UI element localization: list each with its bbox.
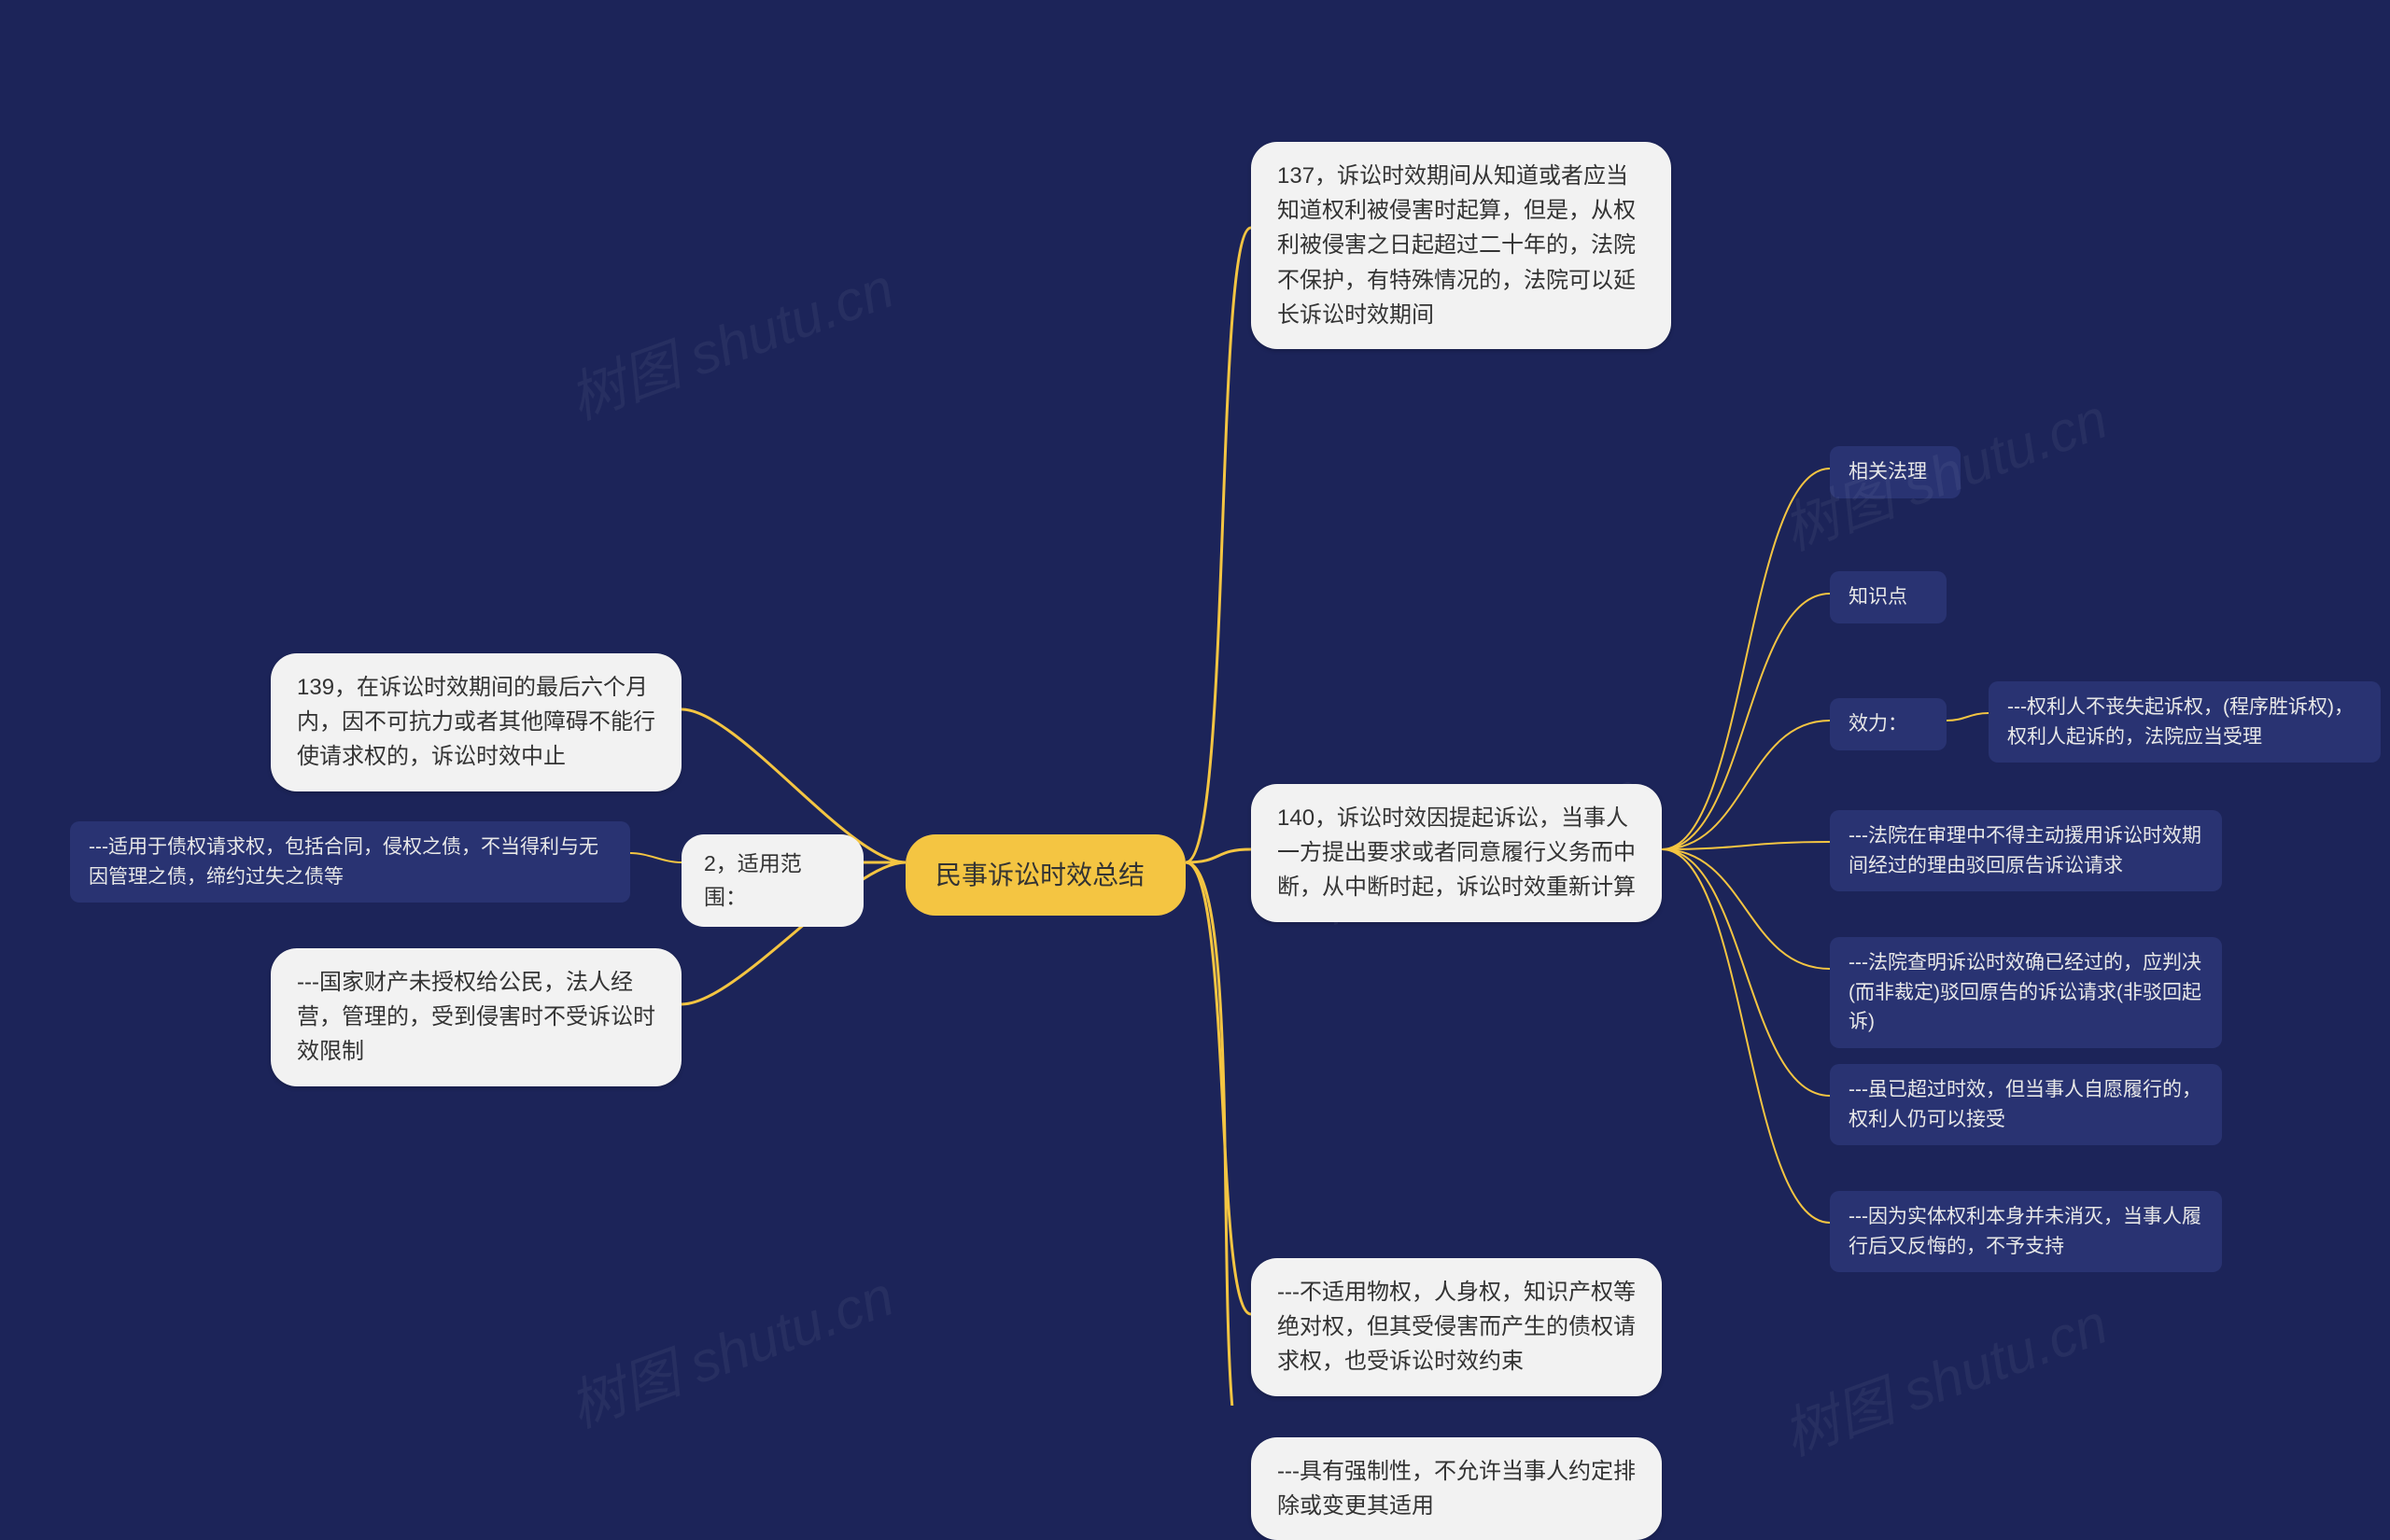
mindmap-node-r2e: ---法院查明诉讼时效确已经过的，应判决(而非裁定)驳回原告的诉讼请求(非驳回起… [1830,937,2222,1048]
mindmap-root: 民事诉讼时效总结 [906,834,1186,916]
connector-line [1662,849,1830,1223]
mindmap-node-label: 2，适用范围： [704,851,802,909]
mindmap-node-r2a: 相关法理 [1830,446,1961,498]
connector-line [1662,469,1830,849]
connector-line [1186,849,1251,862]
mindmap-node-label: 137，诉讼时效期间从知道或者应当知道权利被侵害时起算，但是，从权利被侵害之日起… [1277,163,1636,328]
mindmap-node-label: ---国家财产未授权给公民，法人经营，管理的，受到侵害时不受诉讼时效限制 [297,970,655,1064]
connector-line [1662,594,1830,849]
mindmap-node-label: 知识点 [1849,586,1907,608]
mindmap-node-label: ---法院在审理中不得主动援用诉讼时效期间经过的理由驳回原告诉讼请求 [1849,825,2201,876]
mindmap-node-r2g: ---因为实体权利本身并未消灭，当事人履行后又反悔的，不予支持 [1830,1191,2222,1272]
connector-line [1662,849,1830,969]
connector-line [1186,862,1251,1406]
mindmap-node-r2b: 知识点 [1830,571,1947,623]
mindmap-node-label: ---具有强制性，不允许当事人约定排除或变更其适用 [1277,1459,1636,1519]
watermark: 树图 shutu.cn [556,243,903,435]
connector-line [1186,862,1251,1314]
watermark: 树图 shutu.cn [1770,1279,2116,1471]
mindmap-node-label: ---虽已超过时效，但当事人自愿履行的，权利人仍可以接受 [1849,1079,2201,1130]
connector-line [630,853,682,862]
mindmap-node-r2c: 效力： [1830,698,1947,750]
mindmap-node-r2d: ---法院在审理中不得主动援用诉讼时效期间经过的理由驳回原告诉讼请求 [1830,810,2222,891]
connector-line [1947,713,1989,721]
mindmap-node-label: 相关法理 [1849,461,1927,483]
mindmap-node-r2: 140，诉讼时效因提起诉讼，当事人一方提出要求或者同意履行义务而中断，从中断时起… [1251,784,1662,922]
connector-line [1662,842,1830,849]
mindmap-node-label: ---适用于债权请求权，包括合同，侵权之债，不当得利与无因管理之债，缔约过失之债… [89,836,598,888]
connector-line [1662,721,1830,849]
mindmap-node-r3: ---不适用物权，人身权，知识产权等绝对权，但其受侵害而产生的债权请求权，也受诉… [1251,1258,1662,1396]
mindmap-node-label: ---法院查明诉讼时效确已经过的，应判决(而非裁定)驳回原告的诉讼请求(非驳回起… [1849,952,2201,1032]
mindmap-node-l1: 139，在诉讼时效期间的最后六个月内，因不可抗力或者其他障碍不能行使请求权的，诉… [271,653,682,791]
mindmap-node-l3: ---国家财产未授权给公民，法人经营，管理的，受到侵害时不受诉讼时效限制 [271,948,682,1086]
mindmap-node-r2f: ---虽已超过时效，但当事人自愿履行的，权利人仍可以接受 [1830,1064,2222,1145]
mindmap-node-r1: 137，诉讼时效期间从知道或者应当知道权利被侵害时起算，但是，从权利被侵害之日起… [1251,142,1671,349]
mindmap-node-label: 效力： [1849,713,1907,735]
mindmap-node-label: ---权利人不丧失起诉权，(程序胜诉权)，权利人起诉的，法院应当受理 [2007,696,2354,748]
watermark: 树图 shutu.cn [556,1251,903,1443]
connector-line [1186,228,1251,862]
mindmap-node-label: 140，诉讼时效因提起诉讼，当事人一方提出要求或者同意履行义务而中断，从中断时起… [1277,805,1636,900]
connector-line [1662,849,1830,1096]
mindmap-node-label: ---因为实体权利本身并未消灭，当事人履行后又反悔的，不予支持 [1849,1206,2201,1257]
mindmap-node-l2a: ---适用于债权请求权，包括合同，侵权之债，不当得利与无因管理之债，缔约过失之债… [70,821,630,903]
mindmap-node-l2: 2，适用范围： [682,834,864,927]
mindmap-root-label: 民事诉讼时效总结 [935,861,1145,889]
mindmap-node-r4: ---具有强制性，不允许当事人约定排除或变更其适用 [1251,1437,1662,1540]
mindmap-node-r2c1: ---权利人不丧失起诉权，(程序胜诉权)，权利人起诉的，法院应当受理 [1989,681,2381,763]
mindmap-node-label: 139，在诉讼时效期间的最后六个月内，因不可抗力或者其他障碍不能行使请求权的，诉… [297,675,655,769]
mindmap-node-label: ---不适用物权，人身权，知识产权等绝对权，但其受侵害而产生的债权请求权，也受诉… [1277,1280,1636,1374]
